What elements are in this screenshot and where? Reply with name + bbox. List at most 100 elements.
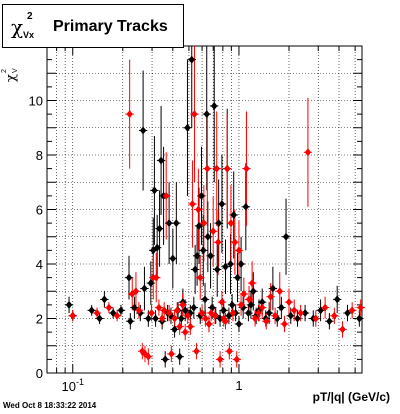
data-point-marker [240, 289, 248, 298]
data-point-marker [278, 303, 285, 312]
data-point-marker [282, 232, 290, 241]
data-point-marker [156, 224, 163, 233]
data-point-marker [208, 303, 216, 312]
data-point-marker [171, 325, 178, 334]
y-tick-label: 6 [36, 203, 43, 218]
data-point-marker [151, 186, 158, 195]
data-point-marker [200, 219, 208, 228]
data-point-marker [109, 309, 117, 318]
data-point-marker [276, 287, 283, 296]
data-point-marker [145, 314, 152, 323]
data-point-marker [237, 300, 245, 309]
data-point-marker [218, 298, 226, 307]
data-point-marker [339, 325, 346, 334]
data-point-marker [226, 347, 233, 356]
data-point-marker [333, 295, 341, 304]
data-point-marker [258, 298, 266, 307]
data-point-marker [171, 314, 178, 323]
data-point-marker [331, 311, 338, 320]
data-point-marker [230, 210, 237, 219]
data-point-marker [291, 306, 298, 315]
data-point-marker [269, 284, 277, 293]
data-point-marker [182, 306, 189, 315]
data-point-marker [356, 314, 363, 323]
data-point-marker [117, 306, 125, 315]
data-point-marker [158, 314, 166, 323]
data-point-marker [187, 322, 194, 331]
data-point-marker [216, 355, 224, 364]
data-point-marker [255, 309, 262, 318]
data-point-marker [235, 246, 243, 255]
title-chi: χ [11, 15, 24, 39]
data-point-marker [113, 311, 121, 320]
data-point-marker [155, 303, 163, 312]
y-tick-label: 2 [36, 312, 43, 327]
data-point-marker [162, 355, 169, 364]
data-point-marker [200, 246, 207, 255]
data-point-marker [152, 314, 159, 323]
data-point-marker [193, 347, 200, 356]
data-point-marker [357, 303, 364, 312]
data-point-marker [160, 306, 168, 315]
x-tick-label: 10-1 [62, 377, 84, 394]
data-point-marker [224, 164, 231, 173]
data-point-marker [198, 191, 205, 200]
data-point-marker [127, 317, 134, 326]
data-point-marker [285, 298, 293, 307]
data-point-marker [222, 317, 229, 326]
data-point-marker [294, 314, 301, 323]
data-point-marker [245, 295, 253, 304]
data-point-marker [191, 110, 198, 119]
x-tick-label: 1 [235, 378, 242, 393]
data-point-marker [157, 156, 165, 165]
data-point-marker [88, 306, 95, 315]
y-tick-label: 8 [36, 148, 43, 163]
data-point-marker [145, 352, 152, 361]
data-point-marker [214, 265, 221, 274]
data-point-marker [93, 309, 101, 318]
data-point-marker [216, 314, 224, 323]
data-point-marker [173, 219, 180, 228]
data-point-marker [96, 314, 103, 323]
data-point-marker [227, 260, 234, 268]
data-point-marker [189, 200, 196, 209]
data-point-marker [258, 303, 266, 312]
data-point-marker [250, 287, 257, 296]
title-box: χ 2 Vx Primary Tracks [2, 4, 184, 48]
data-point-marker [248, 279, 256, 288]
data-point-marker [173, 306, 181, 315]
data-point-marker [131, 303, 138, 312]
data-point-marker [147, 279, 155, 288]
data-point-marker [178, 314, 185, 323]
data-point-marker [105, 303, 113, 312]
data-point-marker [287, 311, 294, 320]
data-point-marker [176, 352, 183, 361]
y-axis-label: χ 2 V [1, 66, 24, 82]
data-point-marker [165, 219, 173, 228]
data-point-marker [139, 126, 147, 135]
data-point-marker [168, 349, 175, 358]
chart-title: Primary Tracks [53, 18, 168, 35]
data-point-marker [304, 148, 312, 157]
y-tick-label: 4 [36, 257, 43, 272]
data-point-marker [191, 265, 199, 274]
data-point-marker [234, 273, 241, 282]
data-point-marker [281, 319, 288, 328]
data-point-marker [229, 309, 237, 318]
data-point-marker [243, 164, 250, 173]
data-point-marker [101, 295, 108, 304]
data-point-marker [222, 262, 229, 271]
data-point-marker [65, 300, 73, 309]
data-point-marker [69, 311, 76, 320]
data-point-marker [148, 309, 155, 318]
data-point-marker [220, 306, 227, 315]
data-point-marker [202, 314, 209, 323]
data-point-marker [184, 123, 191, 132]
data-point-marker [265, 309, 273, 318]
y-axis-label-chi: χ [4, 74, 19, 82]
data-point-marker [165, 309, 173, 318]
data-point-marker [195, 221, 203, 230]
data-point-marker [214, 238, 222, 247]
data-point-marker [242, 202, 250, 211]
